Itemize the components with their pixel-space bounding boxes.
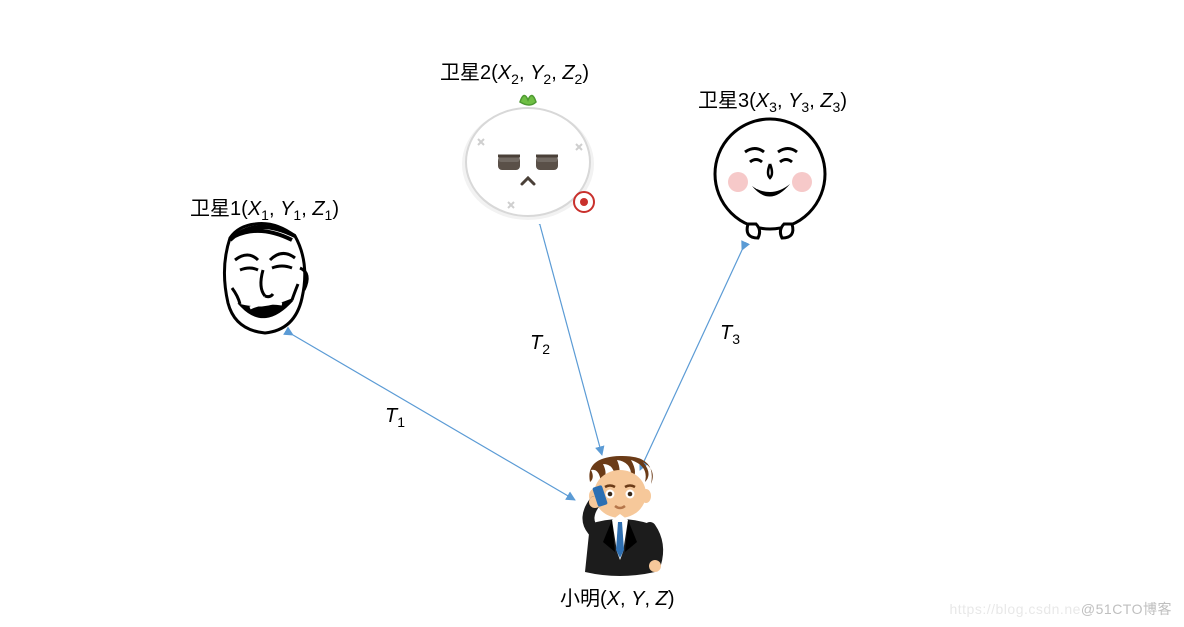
edge-label-t2: T2	[530, 332, 550, 357]
watermark-right: @51CTO博客	[1081, 601, 1172, 617]
xm-label: 小明(X, Y, Z)	[560, 582, 675, 611]
sat1-label: 卫星1(X1, Y1, Z1)	[190, 192, 339, 223]
sat3-icon	[700, 112, 840, 247]
watermark: https://blog.csdn.ne@51CTO博客	[949, 599, 1172, 619]
edge-arrow-3	[640, 250, 742, 470]
edge-arrow-1	[293, 335, 575, 500]
sat2-icon	[448, 84, 608, 224]
diagram-stage: 卫星1(X1, Y1, Z1) 卫星2(X2, Y2, Z2) 卫星3(X3, …	[0, 0, 1184, 627]
sat1-label-prefix: 卫星1	[190, 198, 241, 220]
watermark-left: https://blog.csdn.ne	[949, 601, 1080, 617]
xm-label-prefix: 小明	[560, 588, 600, 610]
sat1-icon	[200, 218, 330, 338]
sat3-label-prefix: 卫星3	[698, 90, 749, 112]
edge-label-t1: T1	[385, 405, 405, 430]
edge-label-t3: T3	[720, 322, 740, 347]
sat2-label: 卫星2(X2, Y2, Z2)	[440, 56, 589, 87]
sat2-label-prefix: 卫星2	[440, 62, 491, 84]
sat3-label: 卫星3(X3, Y3, Z3)	[698, 84, 847, 115]
xm-icon	[565, 452, 675, 580]
